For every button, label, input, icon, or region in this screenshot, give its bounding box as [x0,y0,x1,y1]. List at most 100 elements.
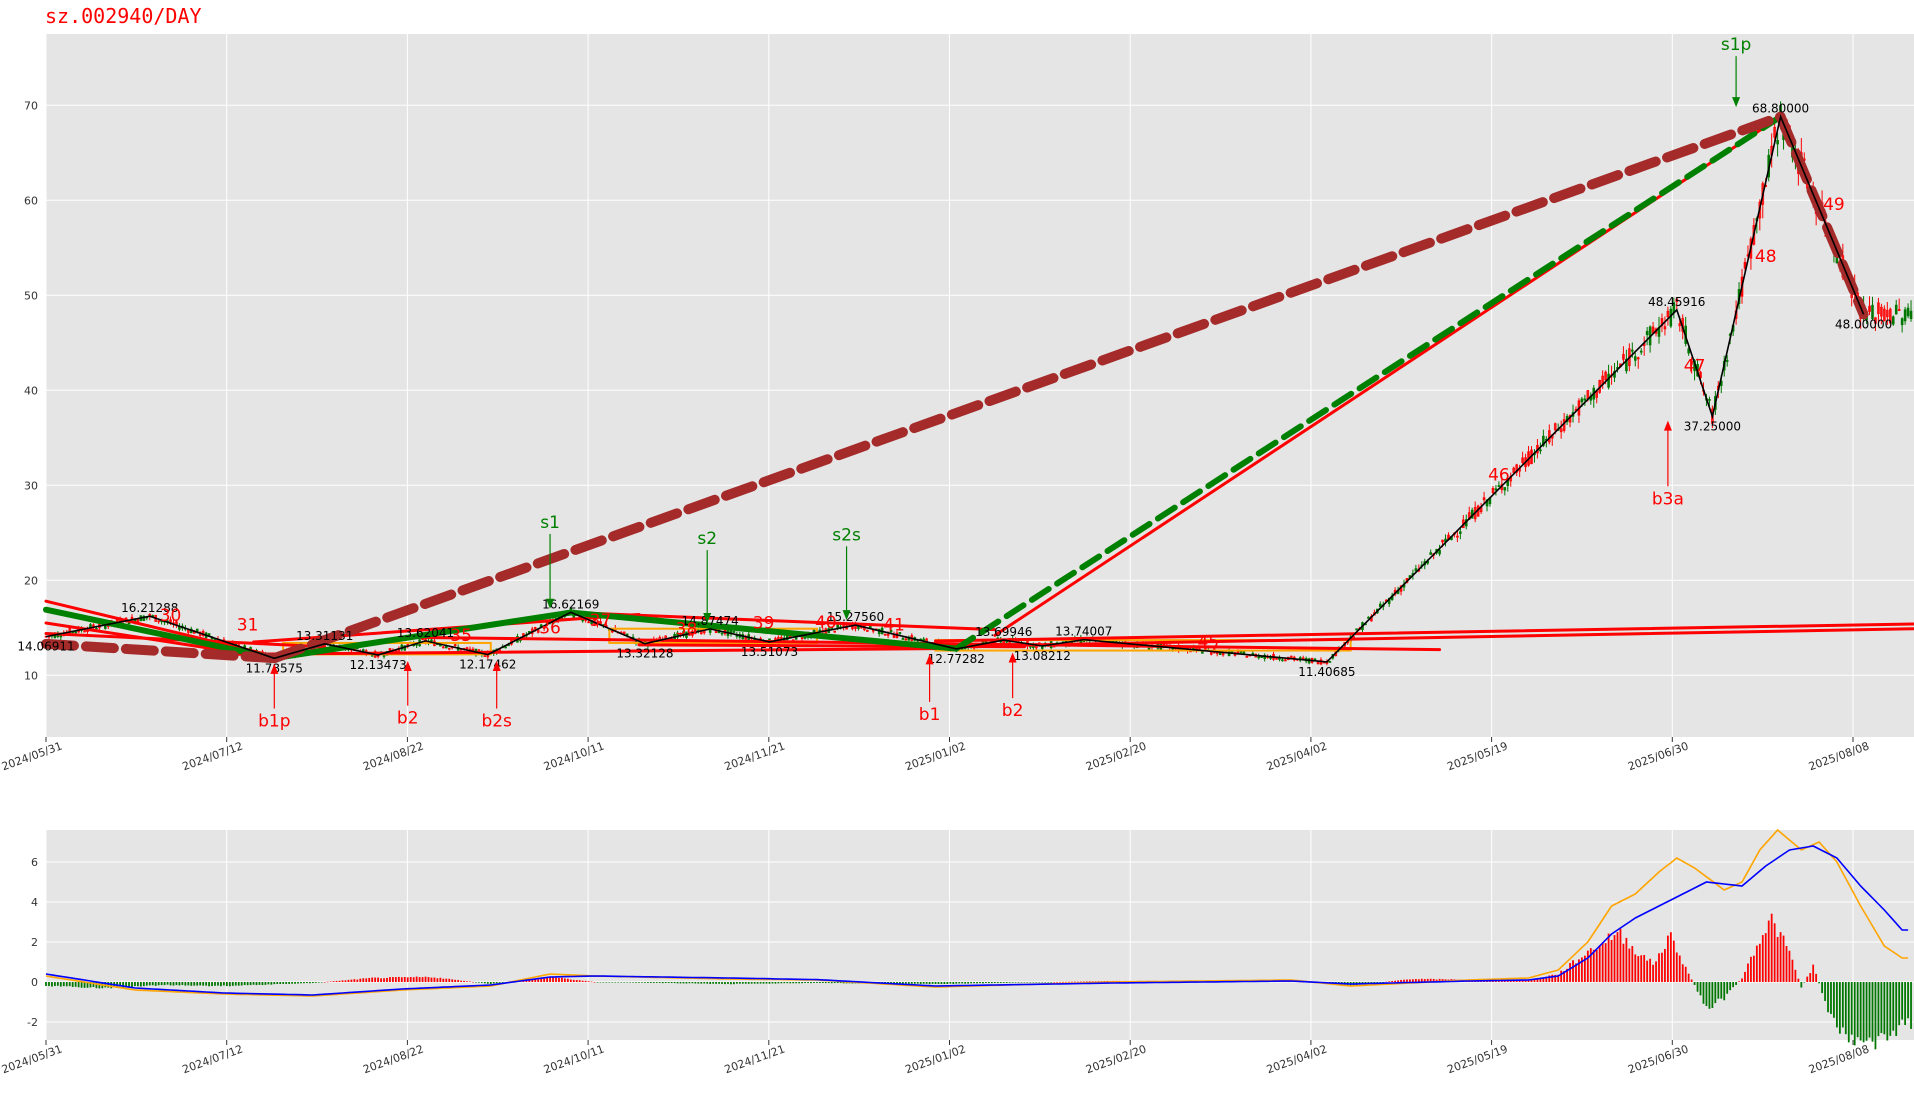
price-x-tick-label: 2024/08/22 [361,739,425,773]
macd-histogram-bar [48,982,50,987]
macd-histogram-bar [780,982,783,984]
buy-signal-label: b1 [919,705,941,725]
pen-value-label: 37.25000 [1684,419,1741,433]
candle-body [1708,399,1711,401]
sell-signal-arrow [703,613,712,623]
macd-histogram-bar [137,982,139,987]
macd-histogram-bar [457,979,460,982]
macd-histogram-bar [1794,969,1797,982]
macd-histogram-bar [575,980,578,982]
candle-body [1239,651,1243,653]
macd-histogram-bar [1085,981,1088,982]
candle-body [1328,661,1332,663]
macd-histogram-bar [1797,978,1800,982]
macd-histogram-bar [267,982,270,985]
macd-histogram-bar [1622,943,1625,982]
sell-signal-label: s1p [1721,35,1751,55]
macd-histogram-bar [166,982,169,985]
macd-histogram-bar [350,979,353,982]
macd-histogram-bar [134,982,136,987]
macd-histogram-bar [433,977,436,982]
candle-body [447,647,451,650]
candle-body [883,633,887,636]
macd-histogram-bar [658,982,661,983]
macd-histogram-bar [563,978,566,982]
macd-histogram-bar [629,982,632,983]
macd-histogram-bar [486,982,489,984]
macd-y-tick-label: 6 [31,856,38,869]
macd-histogram-bar [1809,973,1812,982]
macd-histogram-bar [670,982,673,984]
macd-histogram-bar [1382,982,1385,983]
candle-body [1625,358,1628,372]
macd-histogram-bar [1062,981,1064,983]
candle-body [1894,304,1898,315]
macd-histogram-bar [685,982,688,984]
macd-histogram-bar [255,982,258,986]
macd-histogram-bar [904,982,907,984]
pen-value-label: 48.00000 [1835,317,1892,331]
macd-histogram-bar [949,982,952,984]
macd-histogram-bar [472,981,474,983]
macd-histogram-bar [1667,935,1669,982]
candle-body [83,630,86,633]
price-y-tick-label: 10 [24,669,38,682]
candle-body [833,630,837,633]
green-trend-line-dashed [953,113,1784,652]
macd-histogram-bar [211,982,213,987]
macd-histogram-bar [1904,982,1906,1025]
macd-histogram-bar [552,977,554,982]
buy-signal-arrow [270,663,279,674]
macd-histogram-bar [1764,933,1767,982]
candle-body [59,635,63,638]
price-x-tick-label: 2025/06/30 [1626,739,1690,773]
price-y-tick-label: 20 [24,574,38,587]
macd-histogram-bar [1821,982,1823,994]
macd-histogram-bar [119,982,122,987]
macd-histogram-bar [1530,979,1533,982]
pen-line [45,113,1865,663]
macd-histogram-bar [160,982,163,986]
macd-histogram-bar [1844,982,1847,1035]
macd-histogram-bar [973,982,975,984]
macd-histogram-bar [1818,982,1821,984]
macd-histogram-bar [466,981,468,982]
macd-histogram-bar [626,982,629,983]
macd-histogram-bar [993,982,996,983]
macd-histogram-bar [540,977,543,982]
candle-body [1201,651,1204,654]
macd-histogram-bar [1563,970,1566,982]
candle-body [1209,652,1213,655]
macd-histogram-bar [1583,955,1586,982]
segment-number-label: 47 [1684,356,1706,376]
macd-histogram-bar [1008,982,1011,983]
macd-histogram-bar [1910,982,1912,1029]
macd-histogram-bar [303,982,305,984]
candle-body [1275,657,1278,660]
sell-signal-label: s1 [540,513,560,533]
candle-body [1281,659,1284,662]
macd-histogram-bar [741,982,744,984]
macd-histogram-bar [623,982,626,983]
buy-signal-arrow [925,654,934,665]
macd-histogram-bar [332,981,335,982]
price-y-tick-label: 30 [24,479,38,492]
macd-histogram-bar [899,982,901,984]
price-y-tick-label: 60 [24,194,38,207]
macd-histogram-bar [1886,982,1889,1041]
macd-histogram-bar [454,979,457,982]
candle-body [1414,568,1418,572]
macd-histogram-bar [1076,981,1079,983]
macd-histogram-bar [1581,957,1583,982]
candle-body [1367,616,1370,619]
macd-histogram-bar [1655,961,1657,982]
macd-histogram-bar [1592,949,1595,982]
candle-body [1868,305,1871,312]
candle-body [453,644,457,647]
candle-body [1503,487,1507,491]
buy-signal-arrow [1008,652,1017,663]
macd-histogram-bar [614,982,617,983]
macd-histogram-bar [531,979,534,982]
candle-body [127,622,131,625]
macd-histogram-bar [1833,982,1835,1018]
